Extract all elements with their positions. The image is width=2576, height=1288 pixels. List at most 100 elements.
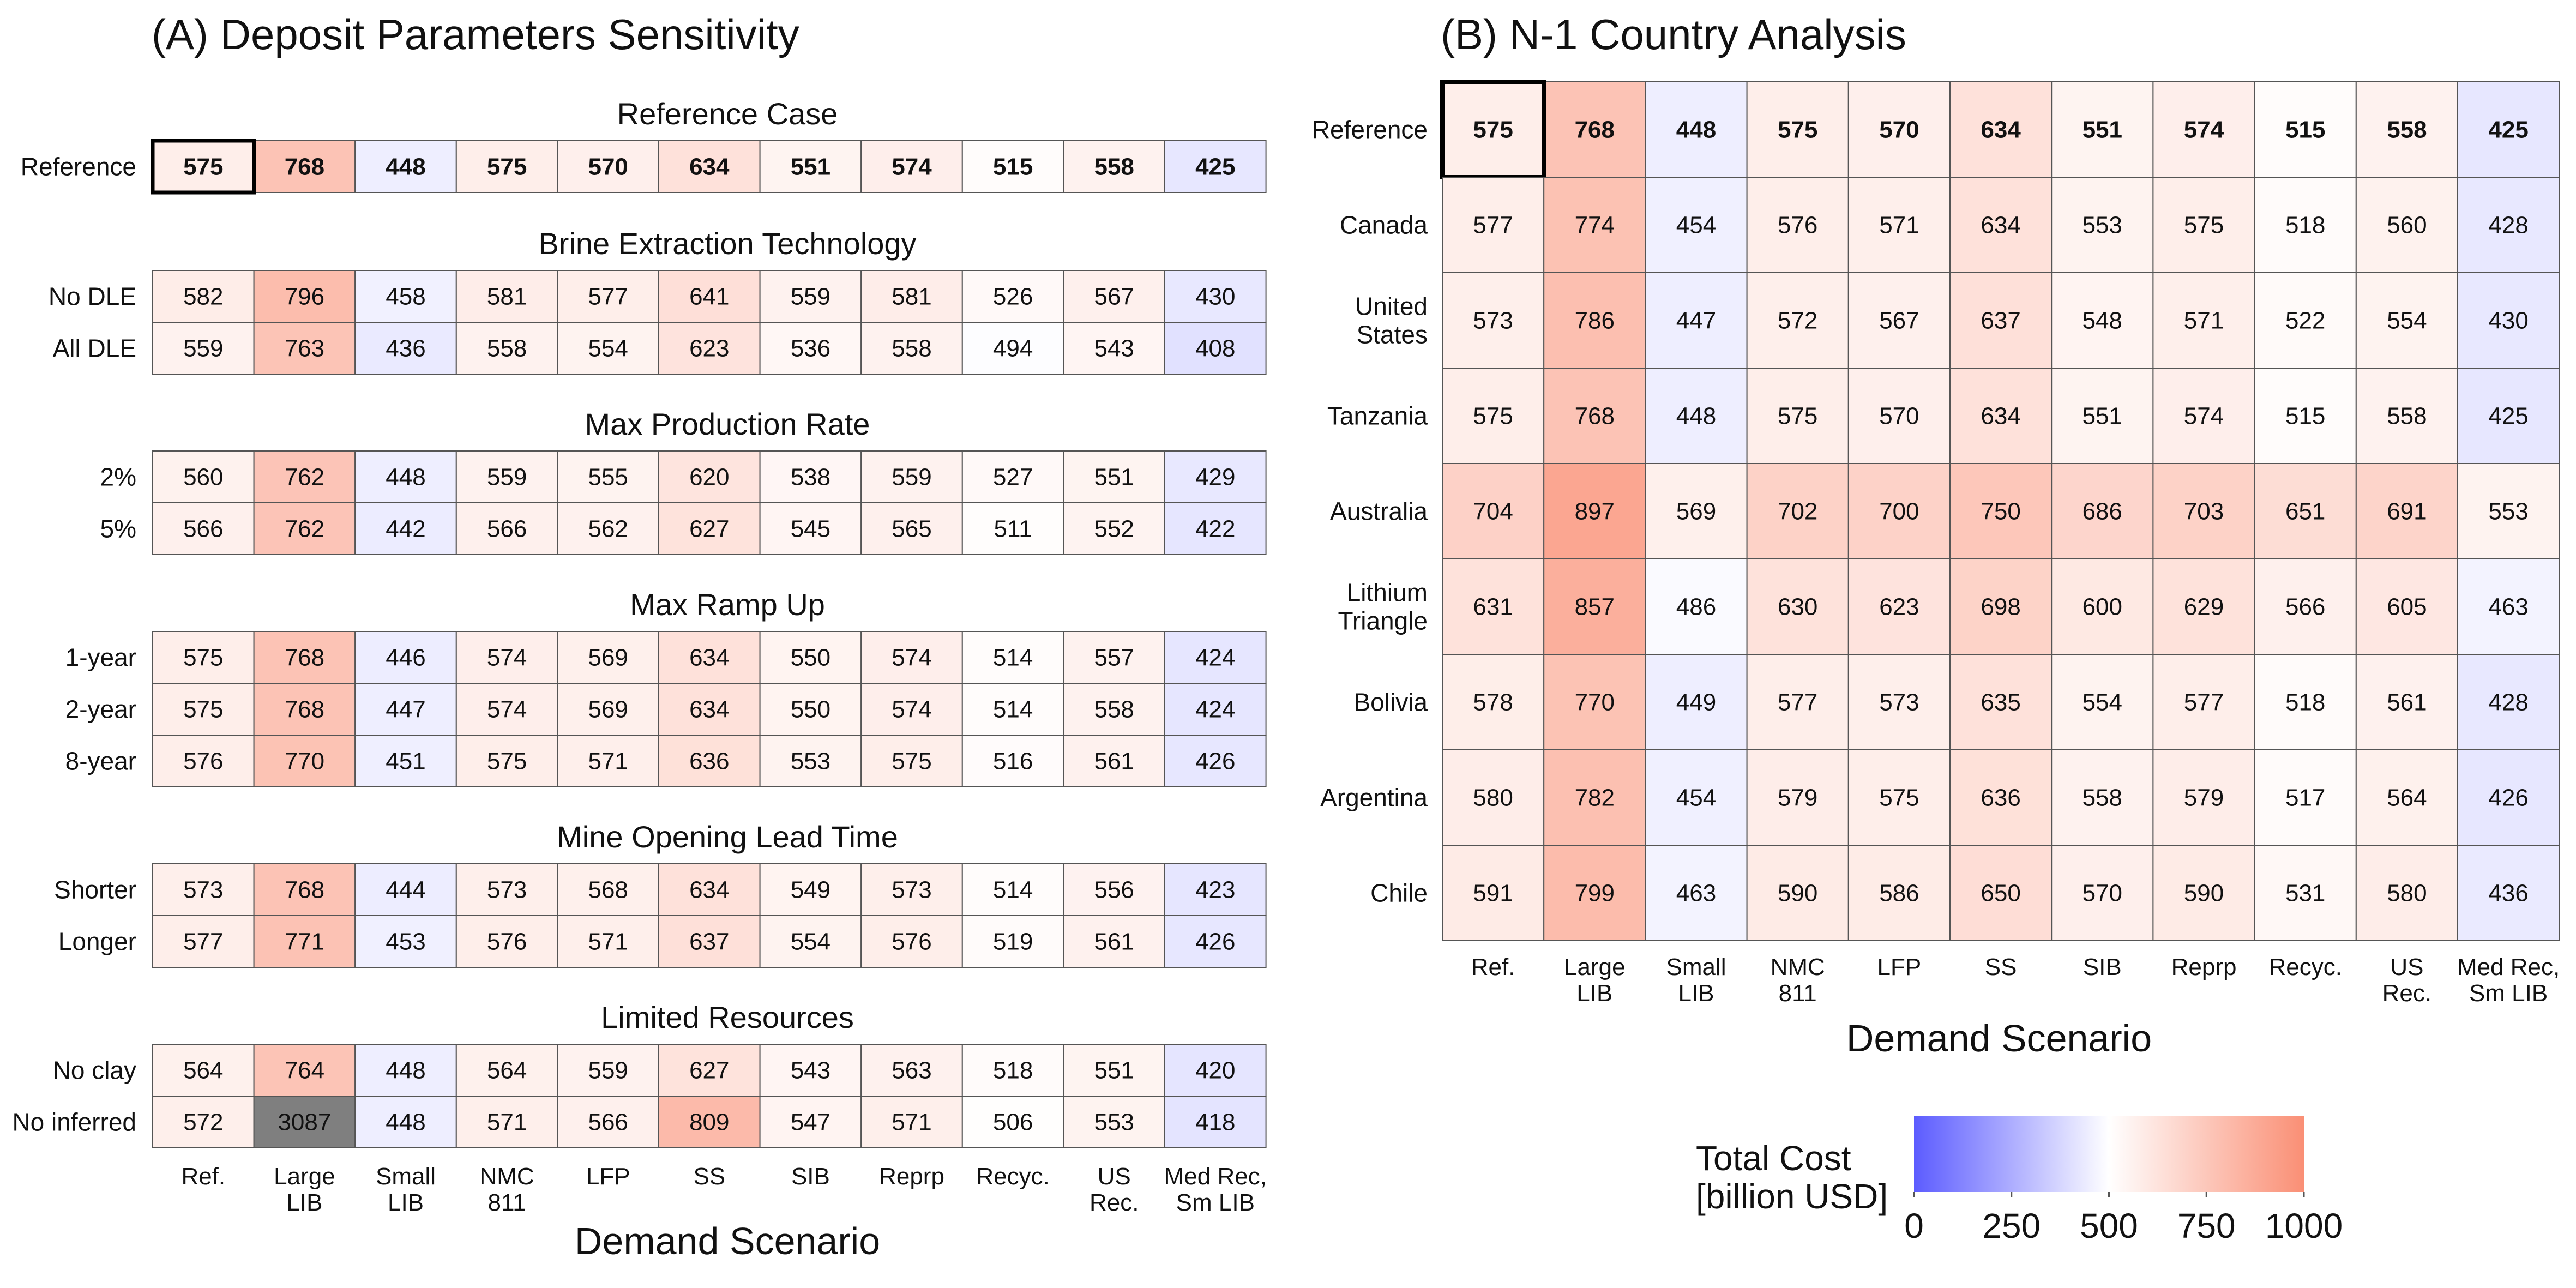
row-label-2-year: 2-year [65, 695, 136, 724]
b-united-states-med-rec-sm-lib-value: 430 [2488, 308, 2528, 334]
a-no-inferred-recyc-cell [961, 1096, 1064, 1148]
a-all-dle-nmc-811-cell [455, 322, 558, 375]
b-australia-small-lib-value: 569 [1676, 498, 1716, 525]
b-lithium-triangle-ref-cell [1442, 558, 1545, 655]
a-shorter-ss-cell [658, 863, 761, 916]
b-united-states-reprp-value: 571 [2184, 308, 2224, 334]
column-label-lfp: LFP [1877, 954, 1922, 980]
a-5-reprp-value: 565 [892, 516, 931, 543]
a-longer-med-rec-sm-lib-value: 426 [1195, 929, 1235, 955]
a-5-nmc-811-cell [455, 502, 558, 555]
b-canada-reprp-value: 575 [2184, 212, 2224, 239]
a-no-clay-reprp-value: 563 [892, 1057, 931, 1084]
column-label-reprp: Reprp [2171, 954, 2237, 980]
row-label-tanzania: Tanzania [1327, 402, 1428, 430]
b-lithium-triangle-ss-value: 698 [1981, 594, 2020, 621]
a-no-inferred-small-lib-cell [354, 1096, 457, 1148]
row-label-united-states: United [1355, 292, 1428, 321]
a-no-clay-us-rec-value: 551 [1094, 1057, 1134, 1084]
b-argentina-small-lib-cell [1645, 749, 1748, 846]
a-no-clay-lfp-cell [557, 1044, 660, 1097]
a-8-year-ss-cell [658, 735, 761, 787]
row-label-no-inferred: No inferred [12, 1108, 136, 1136]
b-chile-large-lib-value: 799 [1575, 880, 1615, 907]
a-5-nmc-811-value: 566 [487, 516, 527, 543]
b-canada-reprp-cell [2152, 177, 2255, 273]
a-no-dle-reprp-value: 581 [892, 284, 931, 310]
a-1-year-med-rec-sm-lib-value: 424 [1195, 645, 1235, 671]
b-chile-ref-cell [1442, 845, 1545, 941]
a-8-year-sib-cell [759, 735, 862, 787]
b-chile-us-rec-cell [2355, 845, 2458, 941]
a-1-year-ref-cell [152, 631, 255, 684]
a-longer-ref-cell [152, 915, 255, 968]
row-label-5: 5% [100, 515, 136, 543]
b-bolivia-reprp-value: 577 [2184, 689, 2224, 716]
a-all-dle-sib-value: 536 [791, 335, 830, 362]
a-no-dle-med-rec-sm-lib-cell [1164, 270, 1267, 323]
a-reference-large-lib-cell [253, 140, 356, 193]
b-lithium-triangle-reprp-value: 629 [2184, 594, 2224, 621]
a-all-dle-nmc-811-value: 558 [487, 335, 527, 362]
a-2-large-lib-value: 762 [285, 464, 324, 491]
b-canada-med-rec-sm-lib-cell [2457, 177, 2560, 273]
b-canada-small-lib-value: 454 [1676, 212, 1716, 239]
a-8-year-med-rec-sm-lib-cell [1164, 735, 1267, 787]
b-bolivia-med-rec-sm-lib-cell [2457, 654, 2560, 750]
b-argentina-large-lib-cell [1543, 749, 1646, 846]
a-5-med-rec-sm-lib-value: 422 [1195, 516, 1235, 543]
b-argentina-lfp-cell [1847, 749, 1951, 846]
b-tanzania-nmc-811-value: 575 [1778, 403, 1817, 430]
a-1-year-sib-value: 550 [791, 645, 830, 671]
a-2-us-rec-value: 551 [1094, 464, 1134, 491]
a-shorter-med-rec-sm-lib-value: 423 [1195, 877, 1235, 904]
a-longer-med-rec-sm-lib-cell [1164, 915, 1267, 968]
row-label-united-states: States [1357, 321, 1428, 349]
b-lithium-triangle-ref-value: 631 [1473, 594, 1513, 621]
b-united-states-sib-cell [2051, 272, 2154, 369]
b-tanzania-sib-value: 551 [2083, 403, 2122, 430]
b-canada-large-lib-value: 774 [1575, 212, 1615, 239]
b-lithium-triangle-small-lib-cell [1645, 558, 1748, 655]
b-argentina-reprp-value: 579 [2184, 785, 2224, 811]
b-canada-ss-cell [1949, 177, 2053, 273]
panel-a-heatmap: Reference Case Reference 575 768 448 575 570 63… [12, 97, 1267, 1216]
a-all-dle-med-rec-sm-lib-value: 408 [1195, 335, 1235, 362]
b-reference-sib-value: 551 [2083, 117, 2122, 143]
b-bolivia-sib-value: 554 [2083, 689, 2122, 716]
a-no-clay-ss-cell [658, 1044, 761, 1097]
a-no-inferred-us-rec-value: 553 [1094, 1109, 1134, 1136]
row-label-no-dle: No DLE [49, 282, 136, 311]
a-reference-nmc-811-cell [455, 140, 558, 193]
a-all-dle-small-lib-value: 436 [386, 335, 425, 362]
b-bolivia-recyc-cell [2254, 654, 2357, 750]
a-reference-small-lib-cell [354, 140, 457, 193]
b-canada-lfp-value: 571 [1879, 212, 1919, 239]
b-bolivia-ref-value: 578 [1473, 689, 1513, 716]
a-reference-ref-cell [152, 140, 255, 193]
b-lithium-triangle-med-rec-sm-lib-cell [2457, 558, 2560, 655]
a-8-year-lfp-value: 571 [588, 748, 628, 775]
a-no-dle-lfp-cell [557, 270, 660, 323]
column-label-us-rec: US [1098, 1163, 1131, 1190]
b-lithium-triangle-large-lib-cell [1543, 558, 1646, 655]
a-2-reprp-cell [860, 450, 963, 503]
row-label-lithium-triangle: Triangle [1338, 607, 1428, 635]
a-no-dle-sib-value: 559 [791, 284, 830, 310]
a-no-dle-large-lib-value: 796 [285, 284, 324, 310]
group-title-mine-opening-lead-time: Mine Opening Lead Time [557, 820, 898, 854]
a-5-med-rec-sm-lib-cell [1164, 502, 1267, 555]
a-all-dle-ref-cell [152, 322, 255, 375]
b-tanzania-med-rec-sm-lib-value: 425 [2488, 403, 2528, 430]
b-chile-nmc-811-cell [1746, 845, 1849, 941]
column-label-large-lib: LIB [286, 1189, 322, 1216]
a-longer-lfp-value: 571 [588, 929, 628, 955]
a-reference-ss-cell [658, 140, 761, 193]
a-shorter-small-lib-value: 444 [386, 877, 425, 904]
b-united-states-us-rec-value: 554 [2387, 308, 2427, 334]
a-longer-recyc-value: 519 [993, 929, 1033, 955]
column-label-large-lib: Large [1564, 954, 1626, 980]
b-united-states-sib-value: 548 [2083, 308, 2122, 334]
b-united-states-large-lib-value: 786 [1575, 308, 1615, 334]
a-no-clay-sib-value: 543 [791, 1057, 830, 1084]
